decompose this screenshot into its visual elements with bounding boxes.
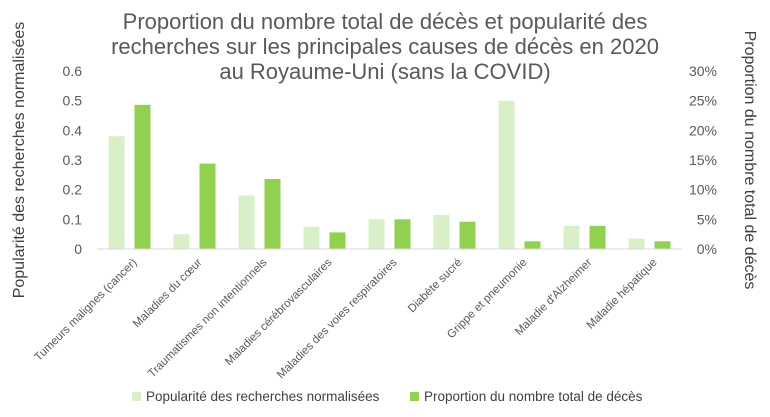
bar-search-popularity — [238, 195, 255, 249]
y-left-tick-label: 0.6 — [63, 63, 83, 79]
y-right-tick-label: 15% — [689, 152, 717, 168]
bar-search-popularity — [498, 100, 515, 250]
y-axis-left-title: Popularité des recherches normalisées — [11, 22, 28, 299]
chart-title: Proportion du nombre total de décès et p… — [111, 9, 659, 84]
bar-search-popularity — [628, 238, 645, 249]
legend-label: Proportion du nombre total de décès — [424, 389, 643, 404]
legend-swatch — [410, 392, 419, 401]
x-category-label: Maladies des voies respiratoires — [275, 256, 400, 381]
y-left-tick-label: 0.4 — [63, 122, 83, 138]
bar-search-popularity — [173, 234, 190, 249]
y-left-tick-label: 0.5 — [63, 93, 83, 109]
y-left-tick-label: 0.1 — [63, 211, 83, 227]
y-axis-right-ticks: 0% 5% 10% 15% 20% 25% 30% — [689, 63, 717, 257]
bar-search-popularity — [433, 214, 450, 249]
bars — [108, 100, 671, 250]
bar-death-proportion — [394, 219, 411, 249]
y-right-tick-label: 20% — [689, 122, 717, 138]
bar-death-proportion — [264, 178, 281, 249]
y-right-tick-label: 10% — [689, 182, 717, 198]
x-category-label: Maladies du cœur — [131, 257, 205, 331]
y-left-tick-label: 0.2 — [63, 182, 83, 198]
bar-search-popularity — [368, 219, 385, 249]
x-axis-category-labels: Tumeurs malignes (cancer)Maladies du cœu… — [32, 256, 659, 381]
legend: Popularité des recherches normalisées Pro… — [132, 389, 643, 404]
x-category-label: Tumeurs malignes (cancer) — [32, 257, 139, 364]
bar-death-proportion — [329, 232, 346, 249]
legend-swatch — [132, 392, 141, 401]
chart-title-line: recherches sur les principales causes de… — [111, 34, 659, 59]
x-category-label: Diabète sucré — [406, 257, 465, 316]
y-right-tick-label: 30% — [689, 63, 717, 79]
bar-search-popularity — [563, 225, 580, 249]
bar-death-proportion — [524, 241, 541, 249]
y-right-tick-label: 5% — [697, 211, 717, 227]
x-category-label: Maladie hépatique — [585, 257, 660, 332]
chart-title-line: Proportion du nombre total de décès et p… — [123, 9, 648, 34]
chart-title-line: au Royaume-Uni (sans la COVID) — [219, 59, 550, 84]
y-axis-left-ticks: 0 0.1 0.2 0.3 0.4 0.5 0.6 — [63, 63, 83, 257]
bar-search-popularity — [108, 136, 125, 249]
y-left-tick-label: 0.3 — [63, 152, 83, 168]
y-right-tick-label: 0% — [697, 241, 717, 257]
y-axis-right-title: Proportion du nombre total de décès — [741, 31, 758, 290]
bar-death-proportion — [654, 241, 671, 249]
legend-label: Popularité des recherches normalisées — [146, 389, 380, 404]
y-right-tick-label: 25% — [689, 93, 717, 109]
x-category-label: Maladies cérébrovasculaires — [223, 256, 335, 368]
bar-death-proportion — [459, 221, 476, 249]
bar-search-popularity — [303, 226, 320, 249]
bar-death-proportion — [199, 163, 216, 249]
bar-death-proportion — [134, 104, 151, 249]
bar-death-proportion — [589, 225, 606, 249]
x-category-label: Traumatismes non intentionnels — [146, 256, 270, 380]
y-left-tick-label: 0 — [74, 241, 82, 257]
